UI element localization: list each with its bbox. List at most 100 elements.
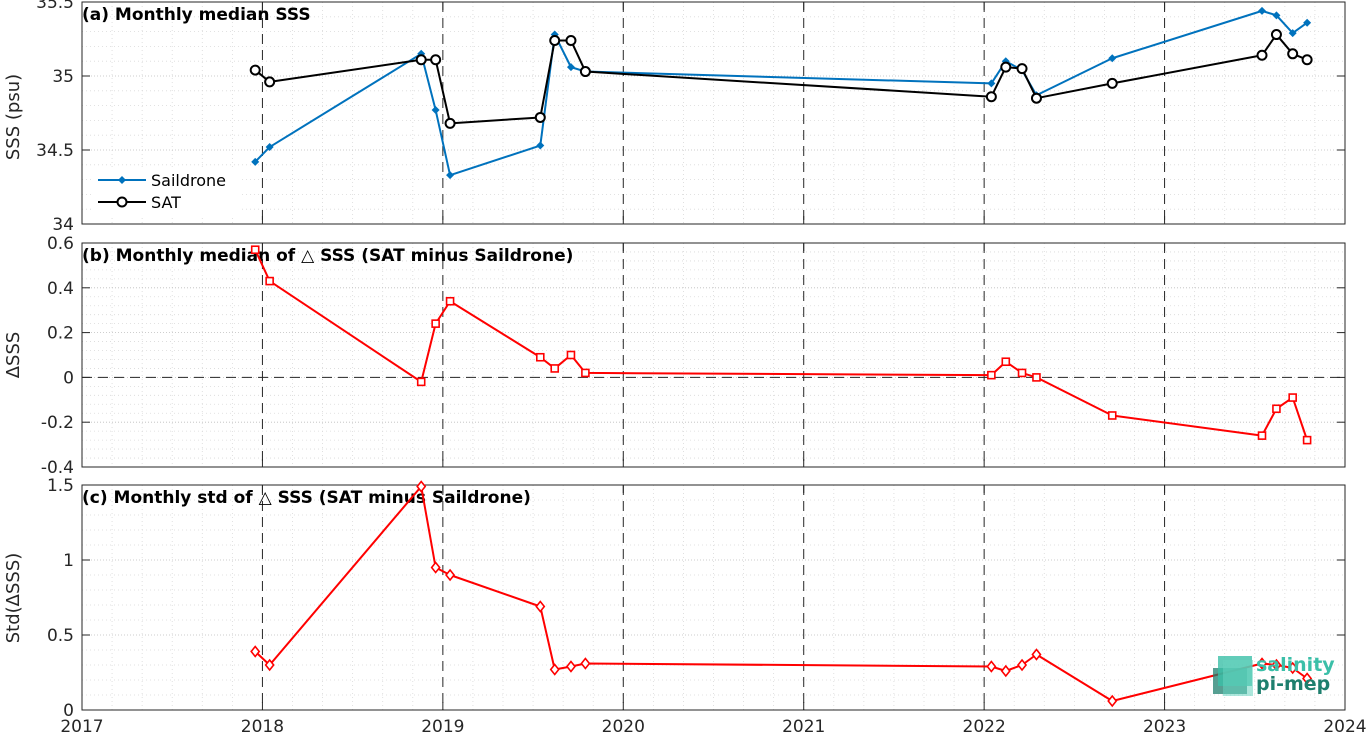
data-point xyxy=(444,117,456,129)
panel-c-ylabel: Std(ΔSSS) xyxy=(3,553,24,644)
data-point xyxy=(1017,658,1028,672)
data-point xyxy=(1271,658,1282,672)
data-point xyxy=(985,91,997,103)
data-point xyxy=(1303,18,1312,27)
series-delta xyxy=(250,480,1313,708)
axes-box xyxy=(81,1,1346,225)
panel-a-ylabel: SSS (psu) xyxy=(3,74,24,160)
x-tick-label: 2019 xyxy=(421,717,464,737)
x-tick-label: 2020 xyxy=(602,717,645,737)
data-point xyxy=(1301,54,1313,66)
data-point xyxy=(430,561,441,574)
data-point xyxy=(1032,373,1041,382)
series-sat xyxy=(249,29,1313,129)
data-point xyxy=(1030,92,1042,104)
panel-2-axes xyxy=(81,484,1346,711)
data-point xyxy=(1016,63,1028,75)
data-point xyxy=(581,368,590,378)
x-tick-label: 2021 xyxy=(782,717,825,737)
panel-1-axes xyxy=(81,242,1346,468)
y-tick-label: 1 xyxy=(63,551,74,571)
data-point xyxy=(1001,357,1011,367)
y-tick-label: 0.2 xyxy=(47,324,74,344)
logo-wave-3 xyxy=(1223,660,1253,696)
data-point xyxy=(565,34,577,46)
data-point xyxy=(565,660,576,673)
logo-line-1: salinity xyxy=(1256,654,1335,676)
data-point xyxy=(535,600,546,613)
series-delta xyxy=(250,245,1312,445)
data-point xyxy=(1302,672,1313,685)
panel-0-axes xyxy=(81,1,1346,225)
panel-b-title: (b) Monthly median of △ SSS (SAT minus S… xyxy=(82,246,573,266)
data-point xyxy=(264,658,275,672)
x-tick-label: 2018 xyxy=(241,717,284,737)
logo-line-2: pi-mep xyxy=(1256,673,1330,695)
data-point xyxy=(1256,657,1268,670)
data-point xyxy=(1288,393,1297,402)
data-point xyxy=(987,370,996,380)
data-point xyxy=(1000,664,1011,678)
data-point xyxy=(1017,368,1027,378)
legend-sat-label: SAT xyxy=(151,193,181,212)
data-point xyxy=(549,663,560,676)
y-tick-label: 0.4 xyxy=(47,279,74,299)
data-point xyxy=(1107,411,1117,420)
panel-a-monthly-median-sss: (a) Monthly median SSS SSS (psu) 34 34.5 3… xyxy=(3,0,1346,235)
axes-box xyxy=(81,242,1346,468)
x-tick-label: 2023 xyxy=(1143,717,1186,737)
y-tick-label: 35 xyxy=(52,67,74,87)
data-point xyxy=(1287,661,1298,675)
data-point xyxy=(250,645,261,658)
data-point xyxy=(1270,29,1282,41)
data-point xyxy=(1287,48,1299,60)
data-point xyxy=(265,143,274,152)
y-tick-label: 0.5 xyxy=(47,626,74,646)
y-tick-label: 34.5 xyxy=(36,141,74,161)
data-point xyxy=(579,66,591,78)
data-point xyxy=(445,568,456,582)
data-point xyxy=(534,111,546,123)
data-point xyxy=(536,141,545,150)
data-point xyxy=(580,657,591,670)
data-point xyxy=(265,276,274,286)
data-point xyxy=(1107,694,1118,708)
data-point xyxy=(445,296,455,306)
y-tick-label: 35.5 xyxy=(36,0,74,13)
data-point xyxy=(1272,404,1281,414)
y-tick-label: 0 xyxy=(63,368,74,388)
data-point xyxy=(430,54,442,66)
legend-saildrone-label: Saildrone xyxy=(151,171,226,190)
data-point xyxy=(1302,435,1312,445)
data-point xyxy=(264,76,276,88)
data-point xyxy=(446,171,455,180)
data-point xyxy=(566,63,575,72)
y-tick-label: -0.2 xyxy=(41,413,74,433)
panel-c-std-delta-sss: (c) Monthly std of △ SSS (SAT minus Sail… xyxy=(3,476,1367,737)
data-point xyxy=(415,54,427,66)
series-line xyxy=(254,249,1309,441)
legend: Saildrone SAT xyxy=(92,167,240,215)
panel-b-median-delta-sss: (b) Monthly median of △ SSS (SAT minus S… xyxy=(3,234,1346,478)
axes-box xyxy=(81,484,1346,711)
y-tick-label: -0.4 xyxy=(41,458,74,478)
legend-saildrone-marker xyxy=(118,176,126,184)
data-point xyxy=(431,319,440,328)
panel-c-title: (c) Monthly std of △ SSS (SAT minus Sail… xyxy=(82,488,531,508)
y-tick-label: 34 xyxy=(52,215,74,235)
data-point xyxy=(1258,6,1267,15)
data-point xyxy=(1031,648,1042,661)
data-point xyxy=(1288,29,1297,38)
x-tick-label: 2022 xyxy=(963,717,1006,737)
data-point xyxy=(416,377,426,387)
legend-box xyxy=(92,167,240,215)
data-point xyxy=(549,34,561,46)
legend-sat-marker xyxy=(116,196,128,208)
data-point xyxy=(987,79,996,88)
data-point xyxy=(251,157,260,166)
y-tick-label: 1.5 xyxy=(47,476,74,496)
data-point xyxy=(1272,11,1281,20)
data-point xyxy=(416,480,427,493)
y-tick-label: 0 xyxy=(63,701,74,721)
